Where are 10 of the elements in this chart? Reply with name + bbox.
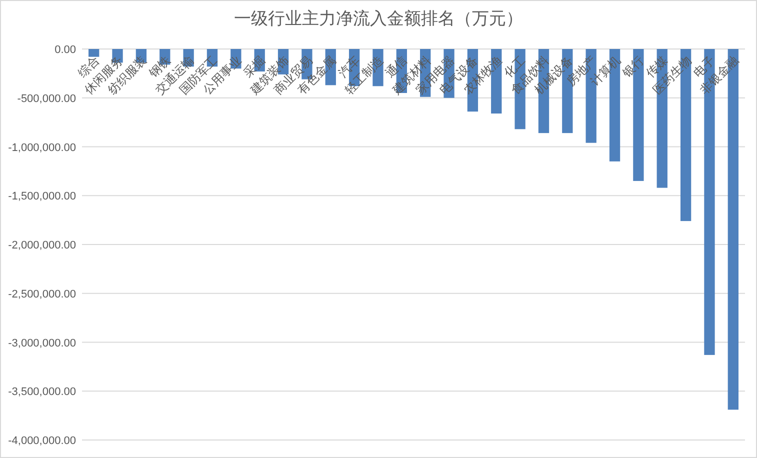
y-tick-label: -3,500,000.00 xyxy=(8,386,76,398)
y-tick-label: -2,000,000.00 xyxy=(8,240,76,252)
y-tick-label: -1,500,000.00 xyxy=(8,190,76,203)
y-tick-label: 0.00 xyxy=(54,44,76,56)
chart-title: 一级行业主力净流入金额排名（万元） xyxy=(234,9,523,28)
y-tick-label: -4,000,000.00 xyxy=(8,435,76,447)
y-tick-label: -500,000.00 xyxy=(17,92,76,105)
y-tick-label: -3,000,000.00 xyxy=(8,337,76,350)
y-tick-label: -2,500,000.00 xyxy=(8,288,76,300)
y-tick-label: -1,000,000.00 xyxy=(8,142,76,154)
